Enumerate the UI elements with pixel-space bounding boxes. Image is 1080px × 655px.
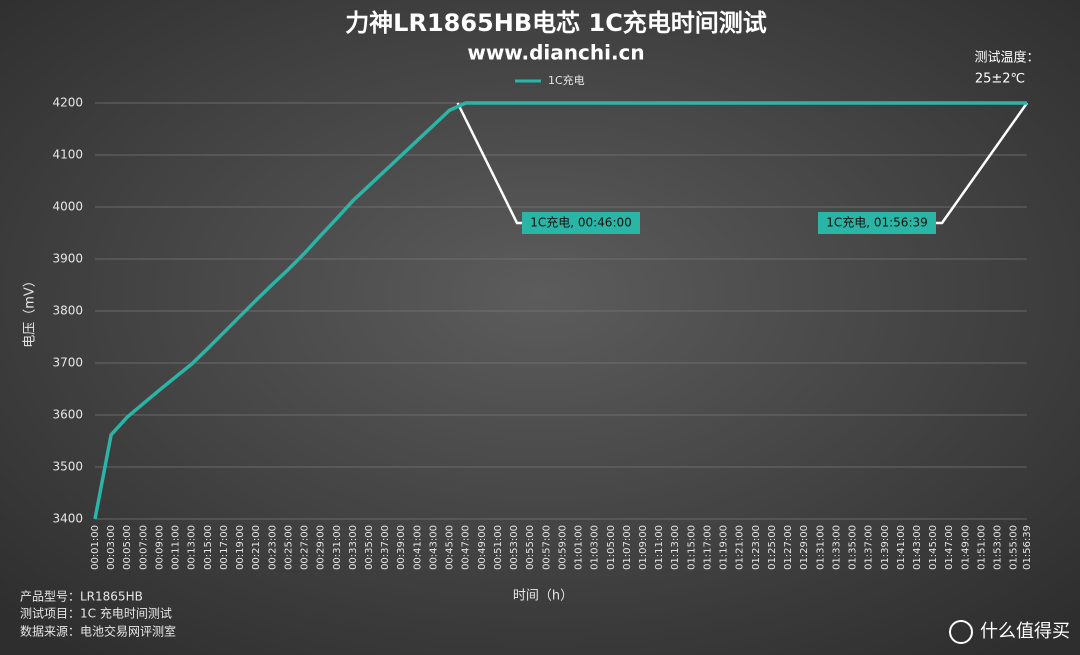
y-tick-label: 3800 [52,304,83,318]
x-tick-label: 00:13:00 [187,525,198,570]
x-tick-label: 01:49:00 [960,525,971,570]
x-tick-label: 01:56:39 [1022,525,1033,570]
x-tick-label: 00:51:00 [493,525,504,570]
x-tick-label: 00:19:00 [235,525,246,570]
x-tick-label: 00:07:00 [138,525,149,570]
x-tick-label: 00:23:00 [267,525,278,570]
temperature-label: 测试温度： [974,50,1039,66]
x-tick-label: 00:03:00 [106,525,117,570]
y-tick-label: 3600 [52,408,83,422]
y-tick-label: 4100 [52,148,83,162]
x-tick-label: 01:43:00 [912,525,923,570]
callout-line [936,102,1029,225]
logo-icon [949,620,973,644]
x-tick-label: 00:05:00 [122,525,133,570]
y-tick-label: 3900 [52,252,83,266]
watermark: 什么值得买 [980,621,1070,642]
x-tick-label: 00:49:00 [477,525,488,570]
x-tick-label: 01:39:00 [880,525,891,570]
chart-subtitle: www.dianchi.cn [467,41,644,65]
x-tick-label: 01:15:00 [686,525,697,570]
x-tick-label: 01:29:00 [799,525,810,570]
x-tick-label: 01:01:00 [574,525,585,570]
x-tick-label: 00:37:00 [380,525,391,570]
x-tick-label: 01:09:00 [638,525,649,570]
x-tick-label: 00:35:00 [364,525,375,570]
x-tick-label: 01:41:00 [896,525,907,570]
x-tick-label: 00:45:00 [445,525,456,570]
y-tick-label: 3500 [52,460,83,474]
y-tick-label: 3700 [52,356,83,370]
y-tick-label: 3400 [52,512,83,526]
x-tick-label: 01:55:00 [1009,525,1020,570]
x-tick-label: 01:27:00 [783,525,794,570]
x-tick-label: 00:55:00 [525,525,536,570]
legend-label: 1C充电 [548,73,585,87]
x-tick-label: 01:51:00 [976,525,987,570]
x-tick-label: 01:13:00 [670,525,681,570]
temperature: 25±2℃ [975,72,1025,87]
x-tick-label: 01:05:00 [606,525,617,570]
x-tick-label: 00:41:00 [412,525,423,570]
annotation-box [522,212,640,234]
x-axis-label: 时间（h） [513,589,573,604]
x-tick-label: 00:01:00 [90,525,101,570]
x-tick-label: 01:19:00 [719,525,730,570]
footer-line: 产品型号：LR1865HB [20,590,143,604]
x-tick-label: 00:31:00 [332,525,343,570]
x-tick-label: 00:15:00 [203,525,214,570]
annotation: 1C充电, 00:46:00 [530,215,632,230]
x-tick-label: 00:53:00 [509,525,520,570]
x-tick-label: 01:17:00 [702,525,713,570]
x-tick-label: 01:11:00 [654,525,665,570]
x-tick-label: 00:21:00 [251,525,262,570]
x-tick-label: 01:33:00 [831,525,842,570]
x-tick-label: 00:09:00 [154,525,165,570]
x-tick-label: 00:29:00 [316,525,327,570]
x-tick-label: 00:47:00 [461,525,472,570]
y-tick-label: 4200 [52,96,83,110]
x-tick-label: 01:31:00 [815,525,826,570]
x-tick-label: 00:39:00 [396,525,407,570]
x-tick-label: 00:11:00 [171,525,182,570]
x-tick-label: 00:25:00 [283,525,294,570]
x-tick-label: 01:03:00 [590,525,601,570]
annotation: 1C充电, 01:56:39 [826,215,928,230]
x-tick-label: 00:43:00 [428,525,439,570]
line [93,101,1027,520]
chart-title: 力神LR1865HB电芯 1C充电时间测试 [345,9,767,37]
x-tick-label: 00:59:00 [557,525,568,570]
x-tick-label: 01:25:00 [767,525,778,570]
x-tick-label: 01:47:00 [944,525,955,570]
y-axis-label: 电压（mV） [23,274,38,348]
x-tick-label: 01:07:00 [622,525,633,570]
footer-line: 测试项目：1C 充电时间测试 [20,606,172,621]
footer-line: 数据来源：电池交易网评测室 [20,624,176,639]
y-tick-label: 4000 [52,200,83,214]
x-tick-label: 01:45:00 [928,525,939,570]
x-tick-label: 00:33:00 [348,525,359,570]
x-tick-label: 00:57:00 [541,525,552,570]
x-tick-label: 01:23:00 [751,525,762,570]
x-tick-label: 00:17:00 [219,525,230,570]
x-tick-label: 00:27:00 [300,525,311,570]
x-tick-label: 01:21:00 [735,525,746,570]
x-tick-label: 01:37:00 [864,525,875,570]
x-tick-label: 01:35:00 [848,525,859,570]
annotation-box [818,212,936,234]
x-tick-label: 01:53:00 [993,525,1004,570]
